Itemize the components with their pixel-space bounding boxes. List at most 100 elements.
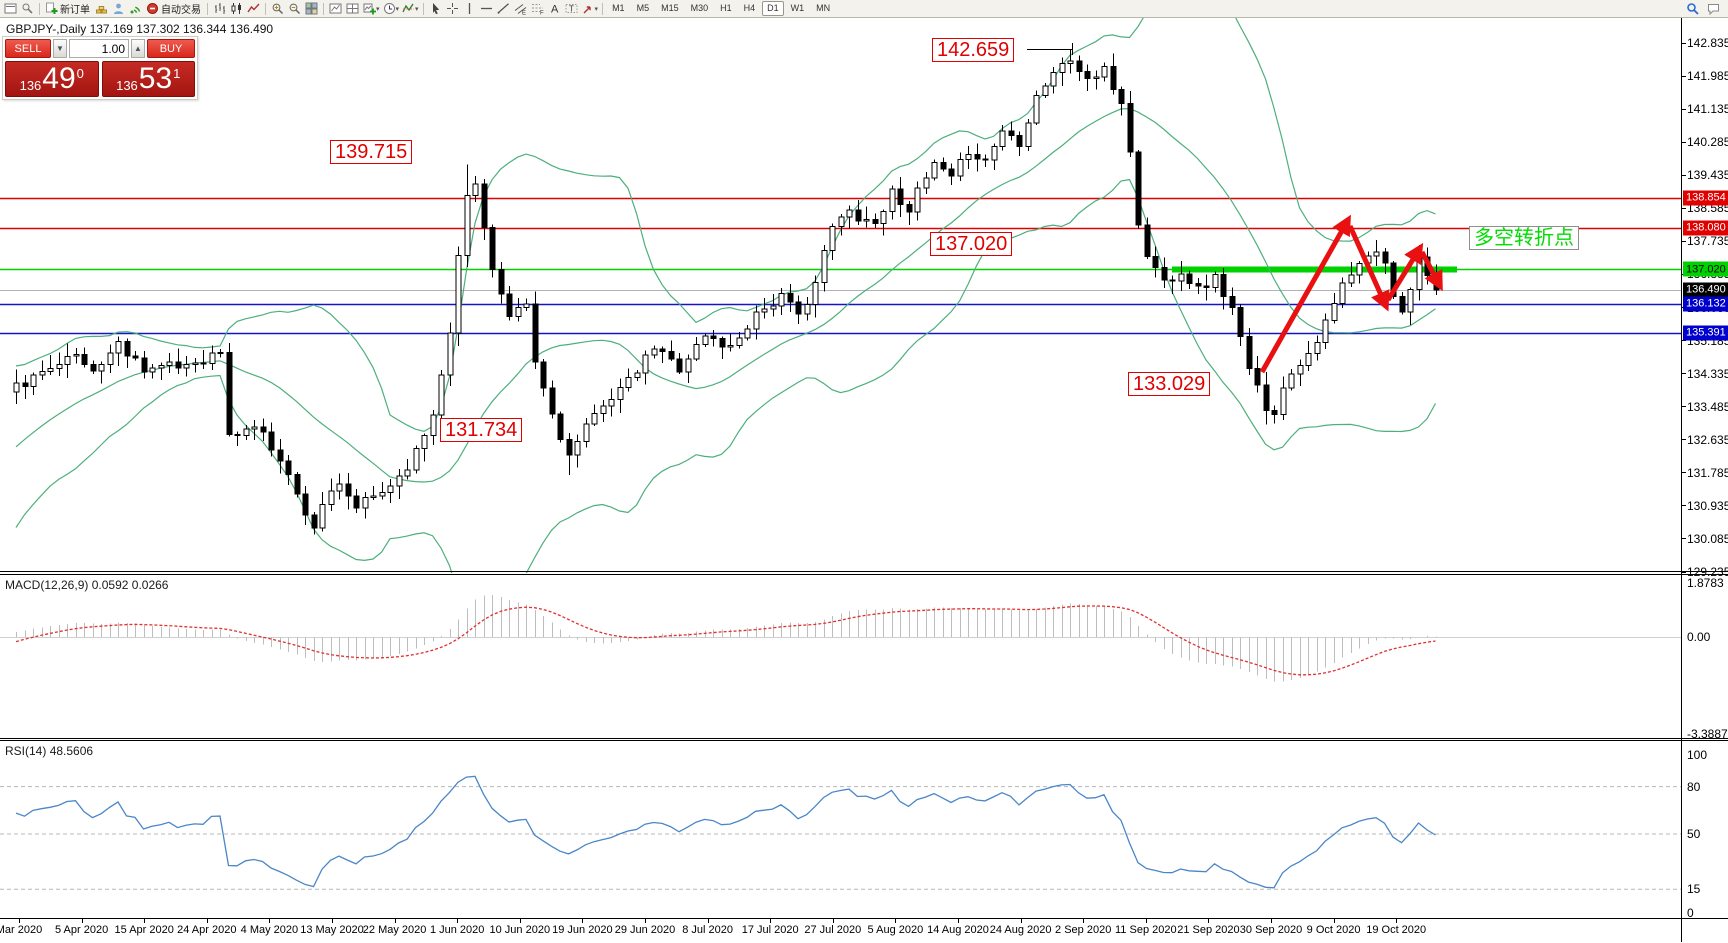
chevron-down-icon[interactable]: ▾	[415, 5, 419, 13]
price-label-142.659[interactable]: 142.659	[932, 38, 1015, 62]
profiles-icon[interactable]	[327, 1, 344, 16]
price-label-133.029[interactable]: 133.029	[1128, 372, 1211, 396]
autotrade-button-label[interactable]: 自动交易	[161, 5, 201, 16]
chat-icon[interactable]	[1705, 1, 1722, 16]
date-tick	[582, 919, 584, 923]
price-label-139.715[interactable]: 139.715	[330, 140, 413, 164]
rsi-tick-label: 100	[1687, 748, 1708, 762]
bar-chart-icon[interactable]	[211, 1, 228, 16]
candlestick-chart-icon[interactable]	[228, 1, 245, 16]
horizontal-line-icon[interactable]	[478, 1, 495, 16]
timeframe-button-M15[interactable]: M15	[661, 3, 679, 13]
candle	[540, 361, 547, 389]
periods-icon[interactable]	[381, 1, 398, 16]
timeframe-button-M5[interactable]: M5	[636, 3, 650, 13]
date-label: 11 Sep 2020	[1115, 924, 1177, 936]
axis-tick	[1682, 373, 1686, 375]
macd-label: MACD(12,26,9) 0.0592 0.0266	[5, 578, 169, 592]
candle	[1246, 335, 1253, 369]
text-icon[interactable]: A	[546, 1, 563, 16]
timeframe-button-W1[interactable]: W1	[790, 3, 805, 13]
candle	[634, 372, 641, 379]
candle	[311, 514, 318, 529]
candle	[1382, 251, 1389, 264]
candle	[268, 431, 275, 451]
candle	[183, 364, 190, 369]
price-axis[interactable]: 142.835 141.985 141.135 140.285 139.435 138.5…	[1681, 18, 1728, 942]
autotrade-button[interactable]	[144, 1, 161, 16]
candles[interactable]	[13, 49, 1440, 535]
timeframe-button-D1[interactable]: D1	[762, 1, 784, 16]
sell-price-button[interactable]: 136 49 0	[5, 61, 99, 97]
macd-indicator-panel[interactable]	[0, 574, 1728, 741]
chevron-down-icon[interactable]: ▾	[376, 5, 380, 13]
thick-pivot-line[interactable]	[1172, 266, 1457, 273]
candle	[812, 281, 819, 306]
new-order-button[interactable]	[43, 1, 60, 16]
timeframe-button-M30[interactable]: M30	[690, 3, 709, 13]
indicators-icon[interactable]	[400, 1, 417, 16]
trend-arrow-3[interactable]	[1385, 242, 1424, 302]
rsi-indicator-panel[interactable]	[0, 740, 1728, 920]
trend-arrow-4[interactable]	[1419, 250, 1443, 292]
line-chart-icon[interactable]	[245, 1, 262, 16]
search-icon[interactable]	[1684, 1, 1701, 16]
chevron-down-icon[interactable]: ▾	[395, 5, 400, 13]
candle	[1067, 60, 1074, 64]
timeframe-button-MN[interactable]: MN	[816, 3, 831, 13]
candle	[396, 475, 403, 487]
trendline-icon[interactable]	[495, 1, 512, 16]
signal-icon[interactable]	[127, 1, 144, 16]
cursor-icon[interactable]	[427, 1, 444, 16]
price-chart[interactable]	[0, 18, 1728, 573]
gold-icon[interactable]	[93, 1, 110, 16]
market-watch-icon[interactable]	[19, 1, 36, 16]
candle	[1118, 88, 1125, 104]
tile-windows-icon[interactable]	[303, 1, 320, 16]
buy-button[interactable]: BUY	[147, 39, 195, 58]
volume-decrease-button[interactable]: ▼	[53, 39, 67, 58]
text-label-icon[interactable]: T	[563, 1, 580, 16]
candle	[413, 448, 420, 471]
time-axis[interactable]: Mar 2020 5 Apr 2020 15 Apr 2020 24 Apr 2020…	[0, 918, 1728, 943]
volume-increase-button[interactable]: ▲	[131, 39, 145, 58]
turning-point-note[interactable]: 多空转折点	[1469, 226, 1579, 250]
bollinger-lower-band[interactable]	[15, 178, 1437, 573]
price-label-131.734[interactable]: 131.734	[440, 418, 523, 442]
trend-arrow-2[interactable]	[1347, 224, 1390, 312]
chart-window-icon[interactable]	[2, 1, 19, 16]
candle	[200, 362, 207, 365]
fibonacci-icon[interactable]: F	[529, 1, 546, 16]
new-order-button-label[interactable]: 新订单	[60, 5, 90, 16]
price-label-137.020[interactable]: 137.020	[930, 232, 1013, 256]
chart-window[interactable]: GBPJPY-,Daily 137.169 137.302 136.344 13…	[0, 18, 1728, 943]
timeframe-button-H4[interactable]: H4	[743, 3, 756, 13]
vertical-line-icon[interactable]	[461, 1, 478, 16]
axis-tick	[1682, 240, 1686, 242]
zoom-out-icon[interactable]	[286, 1, 303, 16]
candle	[829, 225, 836, 252]
timeframe-button-H1[interactable]: H1	[720, 3, 732, 13]
candle	[693, 344, 700, 360]
zoom-in-icon[interactable]	[269, 1, 286, 16]
equidistant-channel-icon[interactable]: E	[512, 1, 529, 16]
bollinger-middle-band[interactable]	[15, 107, 1436, 483]
price-tick-label: 129.235	[1687, 565, 1728, 579]
candle	[1076, 60, 1083, 72]
sell-button[interactable]: SELL	[5, 39, 51, 58]
auto-arrange-icon[interactable]	[344, 1, 361, 16]
chevron-down-icon[interactable]: ▾	[594, 5, 599, 13]
date-label: 9 Oct 2020	[1306, 924, 1361, 936]
timeframe-button-M1[interactable]: M1	[612, 3, 625, 13]
candle	[166, 361, 173, 367]
new-chart-icon[interactable]	[361, 1, 378, 16]
trend-arrow-1[interactable]	[1259, 214, 1351, 374]
crosshair-icon[interactable]	[444, 1, 461, 16]
buy-price-button[interactable]: 136 53 1	[101, 61, 195, 97]
arrows-icon[interactable]	[580, 1, 597, 16]
bollinger-upper-band[interactable]	[15, 18, 1436, 432]
account-icon[interactable]	[110, 1, 127, 16]
volume-input[interactable]	[69, 39, 129, 58]
candle	[957, 159, 964, 177]
candle	[319, 504, 326, 529]
